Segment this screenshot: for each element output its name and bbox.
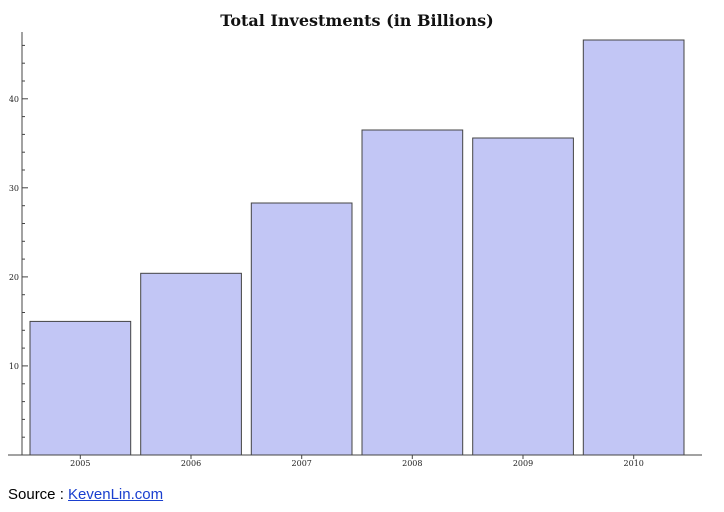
bar-2008 xyxy=(361,129,464,456)
x-tick-label-2005: 2005 xyxy=(70,459,90,468)
source-link[interactable]: KevenLin.com xyxy=(68,486,164,503)
y-tick-label-20: 20 xyxy=(9,273,19,282)
x-tick-label-2007: 2007 xyxy=(292,459,312,468)
bars-group xyxy=(29,39,685,456)
x-tick-label-2008: 2008 xyxy=(402,459,422,468)
y-tick-label-10: 10 xyxy=(9,362,19,371)
bar-2007 xyxy=(250,202,353,456)
source-caption: Source : KevenLin.com xyxy=(8,486,163,503)
x-tick-label-2009: 2009 xyxy=(513,459,533,468)
bar-2005 xyxy=(29,320,132,456)
y-tick-label-30: 30 xyxy=(9,184,19,193)
bar-chart: Total Investments (in Billions) 2005 2006… xyxy=(8,11,702,468)
y-tick-label-40: 40 xyxy=(9,95,19,104)
source-prefix: Source : xyxy=(8,486,69,503)
bar-2010 xyxy=(582,39,685,456)
x-tick-label-2010: 2010 xyxy=(624,459,644,468)
bar-2009 xyxy=(472,137,574,456)
chart-title: Total Investments (in Billions) xyxy=(220,11,493,30)
x-tick-label-2006: 2006 xyxy=(181,459,201,468)
bar-2006 xyxy=(140,272,242,456)
